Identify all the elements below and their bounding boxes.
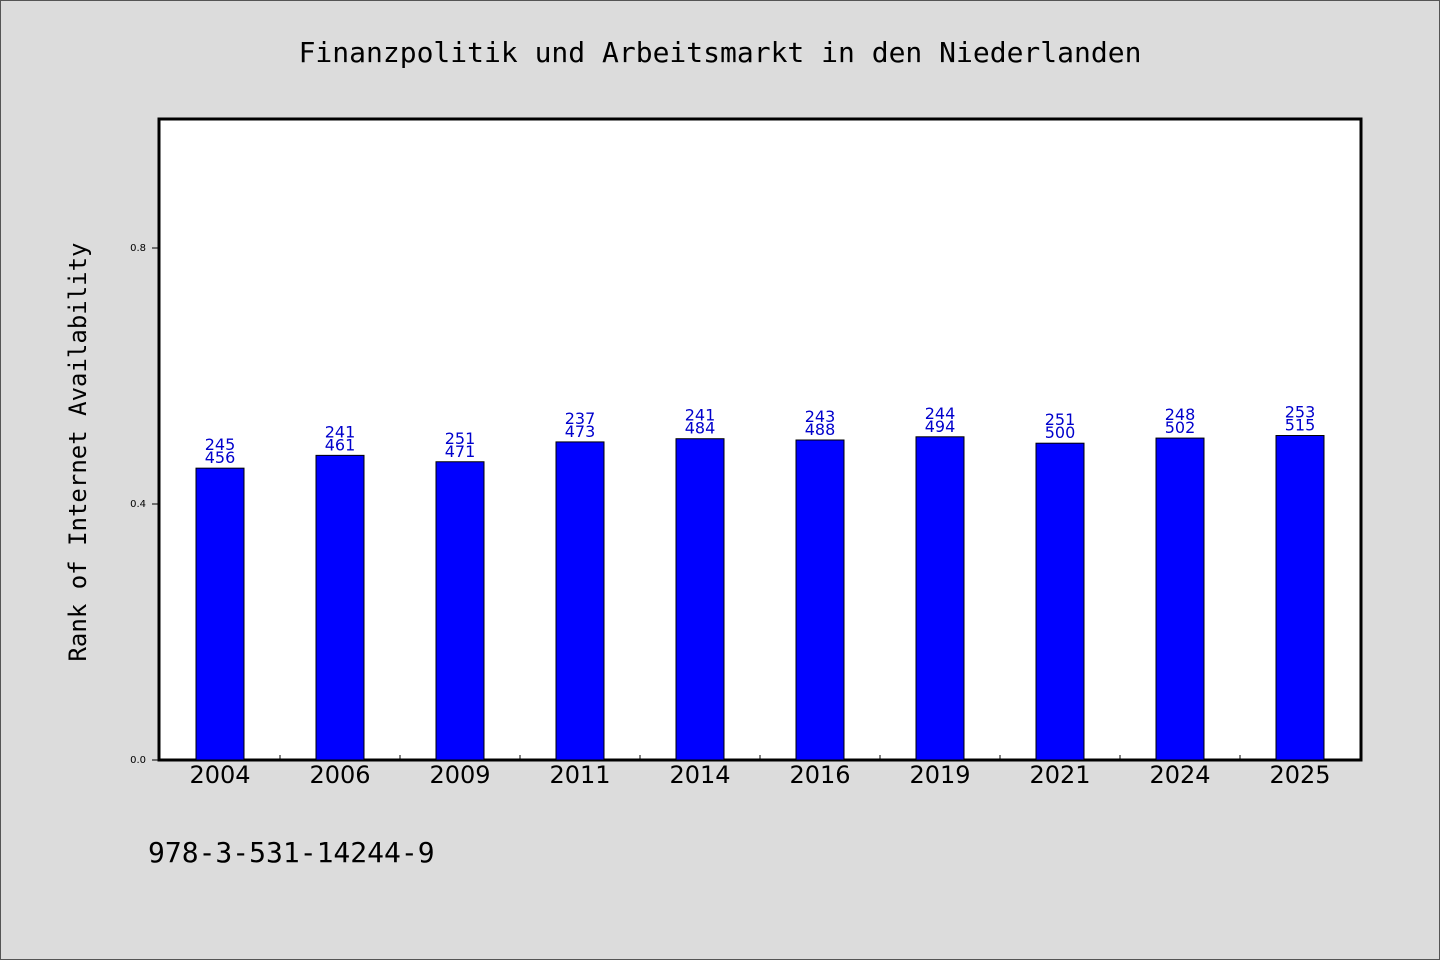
bar-2024 (1155, 437, 1205, 761)
x-tick-label: 2025 (1269, 761, 1330, 789)
y-ticks: 0.0 0.4 0.8 (130, 243, 160, 766)
x-tick-label: 2024 (1149, 761, 1210, 789)
x-tick-label: 2006 (309, 761, 370, 789)
data-label-top: 251 (445, 429, 476, 448)
data-label-top: 243 (805, 407, 836, 426)
bar-2009 (435, 461, 485, 761)
data-label-bottom: 502 (1165, 418, 1196, 437)
bar-2025 (1275, 435, 1325, 761)
data-label-bottom: 473 (565, 422, 596, 441)
data-label-top: 245 (205, 435, 236, 454)
bar-2014 (675, 438, 725, 761)
bar-2016 (795, 439, 845, 761)
y-tick-label: 0.0 (130, 755, 146, 766)
x-tick-label: 2021 (1029, 761, 1090, 789)
x-tick-label: 2019 (909, 761, 970, 789)
data-label-top: 237 (565, 409, 596, 428)
x-tick-label: 2011 (549, 761, 610, 789)
y-axis-label: Rank of Internet Availability (64, 242, 92, 661)
bar-2004 (195, 467, 245, 761)
bar-2011 (555, 441, 605, 761)
data-label-bottom: 515 (1285, 416, 1316, 435)
data-label-top: 251 (1045, 410, 1076, 429)
data-label-top: 241 (325, 422, 356, 441)
data-label-bottom: 471 (445, 442, 476, 461)
data-label-top: 248 (1165, 405, 1196, 424)
bar-2019 (915, 436, 965, 761)
data-label-bottom: 456 (205, 448, 236, 467)
data-label-top: 253 (1285, 403, 1316, 422)
data-label-bottom: 500 (1045, 423, 1076, 442)
y-tick-label: 0.4 (130, 499, 146, 510)
x-tick-label: 2009 (429, 761, 490, 789)
chart-title: Finanzpolitik und Arbeitsmarkt in den Ni… (299, 36, 1142, 69)
data-label-bottom: 494 (925, 417, 956, 436)
bars (195, 435, 1325, 761)
x-ticks: 2004 2006 2009 2011 2014 2016 2019 2021 2024 2025 (189, 755, 1331, 789)
x-tick-label: 2004 (189, 761, 250, 789)
data-label-top: 244 (925, 404, 956, 423)
data-label-bottom: 484 (685, 419, 716, 438)
data-label-top: 241 (685, 406, 716, 425)
y-tick-label: 0.8 (130, 243, 146, 254)
bar-2006 (315, 454, 365, 761)
x-tick-label: 2014 (669, 761, 730, 789)
bar-2021 (1035, 442, 1085, 761)
isbn-annotation: 978-3-531-14244-9 (148, 836, 435, 869)
x-tick-label: 2016 (789, 761, 850, 789)
data-label-bottom: 461 (325, 435, 356, 454)
data-label-bottom: 488 (805, 420, 836, 439)
